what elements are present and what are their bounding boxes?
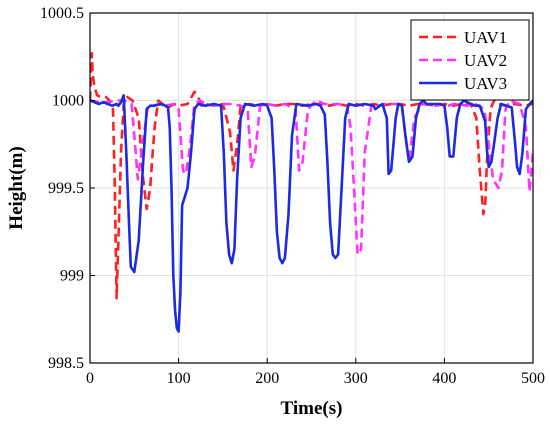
series-line-uav2 — [90, 99, 533, 256]
x-tick-label: 400 — [432, 370, 456, 387]
y-tick-label: 999.5 — [48, 180, 84, 197]
axis-ticks: 0 100 200 300 400 500 998.5 999 999.5 1000 1000.5 — [40, 5, 545, 387]
x-tick-label: 100 — [167, 370, 191, 387]
legend-box — [410, 19, 530, 101]
x-tick-label: 500 — [521, 370, 545, 387]
y-tick-label: 998.5 — [48, 355, 84, 372]
x-axis-label: Time(s) — [281, 398, 343, 419]
y-tick-label: 1000.5 — [40, 5, 84, 22]
legend: UAV1 UAV2 UAV3 — [410, 19, 530, 101]
x-tick-label: 200 — [255, 370, 279, 387]
x-tick-label: 300 — [344, 370, 368, 387]
y-tick-label: 1000 — [52, 93, 84, 110]
y-axis-label: Height(m) — [6, 146, 27, 229]
x-tick-label: 0 — [86, 370, 94, 387]
series-layer — [90, 51, 533, 333]
legend-label-uav3: UAV3 — [464, 74, 507, 93]
y-tick-label: 999 — [60, 268, 84, 285]
series-line-uav3 — [90, 94, 533, 333]
legend-label-uav1: UAV1 — [464, 28, 507, 47]
legend-label-uav2: UAV2 — [464, 51, 507, 70]
